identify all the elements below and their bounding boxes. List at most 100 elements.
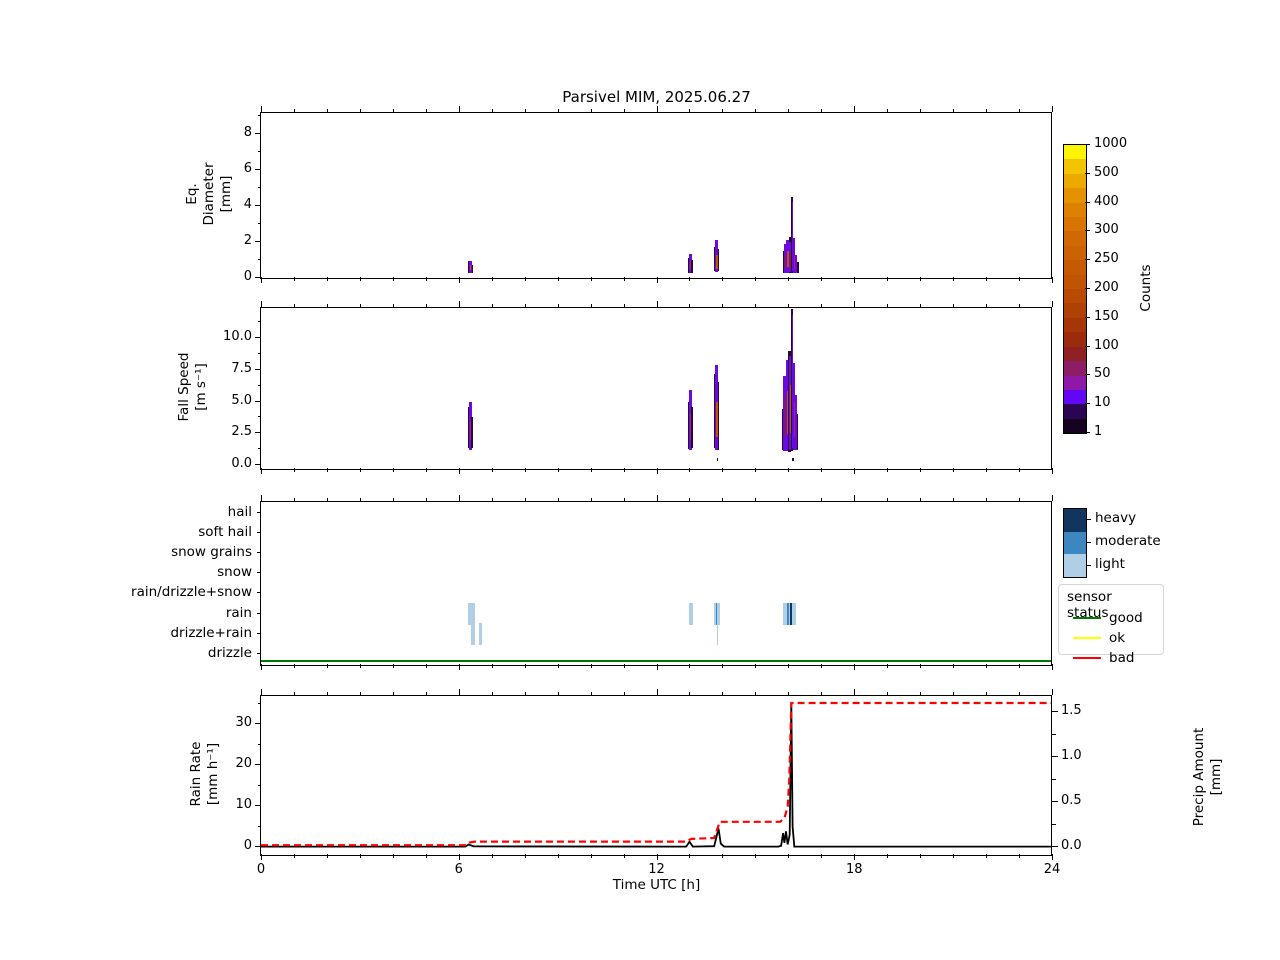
y-tick [255, 369, 261, 370]
panel-fall-speed [260, 307, 1052, 470]
x-tick [360, 664, 361, 668]
colorbar-cell [1064, 274, 1086, 290]
y-tick-label: 2 [243, 233, 252, 248]
y-tick [257, 785, 261, 786]
x-tick [689, 468, 690, 472]
x-tick [327, 277, 328, 281]
y-tick [257, 703, 261, 704]
x-tick [261, 664, 262, 670]
x-tick [887, 108, 888, 112]
x-tick [788, 691, 789, 695]
x-tick [755, 691, 756, 695]
precip-type-mark [783, 602, 789, 625]
y-tick [1052, 846, 1058, 847]
x-tick-label: 12 [648, 862, 665, 877]
x-tick [426, 303, 427, 307]
x-tick [294, 468, 295, 472]
x-tick [393, 664, 394, 668]
x-tick [261, 689, 262, 695]
x-tick [327, 303, 328, 307]
x-tick [360, 854, 361, 858]
y-tick [255, 723, 261, 724]
y-tick-label: 0 [243, 269, 252, 284]
panel-eq-diameter [260, 112, 1052, 279]
x-tick [689, 664, 690, 668]
count-column [469, 421, 472, 440]
x-tick [558, 303, 559, 307]
x-tick [722, 468, 723, 472]
precip-type-mark [717, 602, 721, 625]
x-tick [1052, 106, 1053, 112]
sensor-status-legend: sensor status good ok bad [1058, 584, 1164, 666]
count-column [717, 249, 719, 271]
x-tick [459, 301, 460, 307]
axis-label-line: [mm] [1208, 758, 1224, 796]
colorbar-tick-label: 250 [1094, 251, 1119, 267]
count-column [784, 397, 787, 436]
x-tick [1052, 854, 1053, 860]
x-tick [920, 277, 921, 281]
x-tick-label: 0 [256, 862, 266, 877]
x-tick [953, 497, 954, 501]
x-tick [459, 495, 460, 501]
x-tick [821, 691, 822, 695]
x-tick [360, 497, 361, 501]
x-tick [854, 495, 855, 501]
x-tick [294, 854, 295, 858]
sensor-legend-label: good [1109, 610, 1143, 626]
x-tick [294, 664, 295, 668]
count-column [792, 458, 794, 462]
colorbar-tick [1085, 173, 1090, 174]
x-tick [360, 468, 361, 472]
y-tick-label: 8 [243, 125, 252, 140]
category-label: rain [225, 604, 252, 621]
sensor-legend-row-bad: bad [1067, 648, 1155, 668]
x-tick [624, 108, 625, 112]
x-tick [854, 106, 855, 112]
count-column [689, 260, 692, 269]
x-tick [887, 468, 888, 472]
y-tick [255, 805, 261, 806]
count-column [713, 247, 716, 271]
x-tick [1019, 277, 1020, 281]
precip-type-mark [789, 602, 793, 625]
count-column [691, 406, 693, 449]
x-tick [854, 277, 855, 283]
x-tick [755, 664, 756, 668]
category-label: rain/drizzle+snow [131, 584, 252, 601]
x-tick [953, 691, 954, 695]
x-tick [624, 303, 625, 307]
intensity-legend-colorblock [1063, 508, 1087, 578]
colorbar-tick [1085, 288, 1090, 289]
x-tick [624, 854, 625, 858]
x-tick [360, 691, 361, 695]
count-column [469, 264, 472, 270]
colorbar-tick [1085, 317, 1090, 318]
y-tick [1052, 711, 1058, 712]
x-tick [558, 664, 559, 668]
x-tick [1052, 664, 1053, 670]
x-tick [624, 691, 625, 695]
colorbar-tick-label: 10 [1094, 395, 1111, 411]
counts-colorbar-label: Counts [1137, 264, 1154, 312]
y-tick [255, 464, 261, 465]
x-tick-label: 6 [454, 862, 463, 877]
precip-type-mark [786, 602, 790, 625]
colorbar-tick-label: 200 [1094, 280, 1119, 295]
x-tick [426, 691, 427, 695]
x-tick [1052, 277, 1053, 283]
x-tick [426, 277, 427, 281]
x-tick [591, 277, 592, 281]
x-tick [591, 108, 592, 112]
y-tick [257, 613, 261, 614]
x-tick [986, 854, 987, 858]
x-tick [624, 468, 625, 472]
colorbar-tick-label: 100 [1094, 337, 1119, 353]
x-tick [657, 301, 658, 307]
y-tick [255, 277, 261, 278]
colorbar-cell [1064, 303, 1086, 318]
x-tick [986, 664, 987, 668]
fall-speed-plotarea [261, 308, 1051, 469]
precip-amount-axis-label: Precip Amount [mm] [1188, 697, 1228, 857]
x-tick [788, 303, 789, 307]
